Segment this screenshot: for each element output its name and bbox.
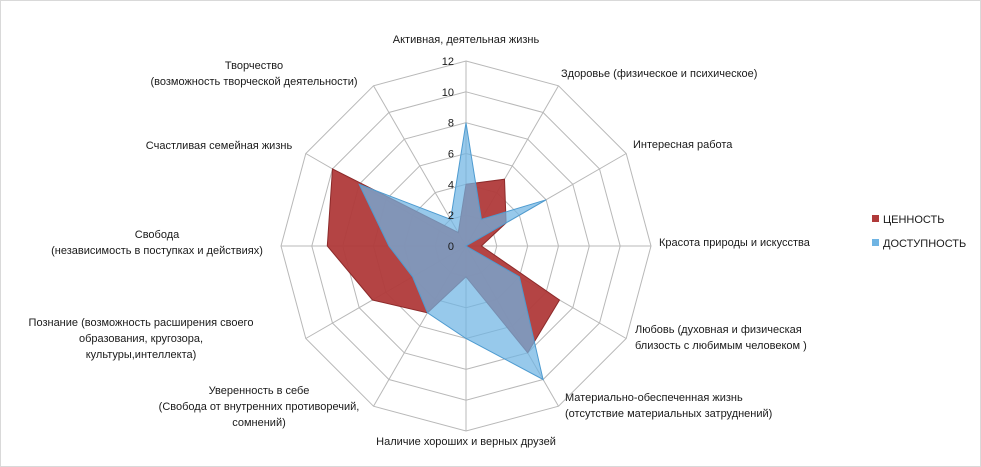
category-label: Свобода (независимость в поступках и дейс… <box>51 229 263 257</box>
tick-label: 8 <box>448 118 454 130</box>
series-area-2 <box>358 122 547 381</box>
category-label: Любовь (духовная и физическая близость с … <box>635 324 807 352</box>
category-label: Счастливая семейная жизнь <box>146 140 293 152</box>
category-label: Здоровье (физическое и психическое) <box>561 68 757 80</box>
radar-series <box>326 122 561 381</box>
tick-label: 4 <box>448 179 454 191</box>
tick-label: 10 <box>442 87 454 99</box>
category-label: Наличие хороших и верных друзей <box>376 436 556 448</box>
category-label: Материально-обеспеченная жизнь (отсутстви… <box>565 392 772 420</box>
category-label: Уверенность в себе (Свобода от внутренних… <box>159 385 360 429</box>
tick-label: 12 <box>442 56 454 68</box>
category-label: Познание (возможность расширения своего о… <box>29 317 254 361</box>
radial-ticks: 0 2 4 6 8 10 12 <box>442 56 454 253</box>
category-label: Красота природы и искусства <box>659 237 811 249</box>
legend-label: ДОСТУПНОСТЬ <box>883 238 966 250</box>
tick-label: 2 <box>448 210 454 222</box>
legend-swatch <box>872 239 879 246</box>
legend-label: ЦЕННОСТЬ <box>883 214 944 226</box>
category-label: Интересная работа <box>633 139 733 151</box>
tick-label: 0 <box>448 241 454 253</box>
tick-label: 6 <box>448 149 454 161</box>
legend-swatch <box>872 215 879 222</box>
category-labels: Активная, деятельная жизнь Здоровье (физи… <box>29 34 811 448</box>
category-label: Творчество (возможность творческой деятел… <box>150 60 357 88</box>
legend: ЦЕННОСТЬ ДОСТУПНОСТЬ <box>872 214 966 250</box>
category-label: Активная, деятельная жизнь <box>393 34 540 46</box>
